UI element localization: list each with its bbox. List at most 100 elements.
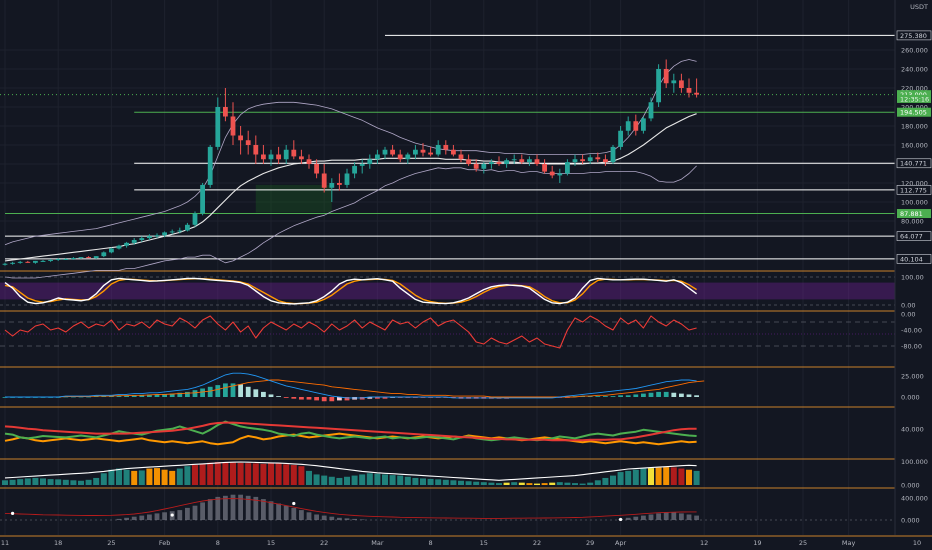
- oscillator-histogram-bar: [177, 510, 183, 520]
- macd-histogram-bar: [185, 391, 190, 397]
- macd-histogram-bar: [154, 394, 160, 397]
- macd-histogram-bar: [587, 396, 593, 397]
- candle-body: [169, 231, 175, 233]
- wavetrend-column: [579, 483, 586, 485]
- oscillator-histogram-bar: [154, 513, 160, 520]
- panel-separators: [0, 270, 932, 537]
- williams-line: [4, 315, 697, 349]
- macd-histogram-bar: [276, 396, 281, 397]
- dmi-adx-panel[interactable]: [4, 420, 697, 446]
- candle-body: [382, 149, 388, 155]
- wavetrend-panel[interactable]: [2, 461, 700, 485]
- candle-body: [2, 263, 8, 265]
- price-axis[interactable]: USDT 260.000 240.000 220.000 200.000 180.000…: [896, 3, 932, 525]
- price-panel[interactable]: [0, 34, 895, 279]
- wavetrend-column: [17, 479, 24, 485]
- macd-histogram-bar: [367, 397, 373, 399]
- wavetrend-column: [93, 477, 100, 485]
- williams-r-panel[interactable]: [0, 315, 895, 349]
- wavetrend-column: [549, 482, 556, 485]
- candle-body: [86, 257, 91, 259]
- price-scale-label: 112.775: [900, 186, 927, 194]
- adx-red-line: [4, 421, 697, 442]
- macd-histogram-bar: [291, 397, 297, 399]
- wavetrend-column: [648, 468, 654, 485]
- price-tick-label: 0.00: [901, 302, 915, 310]
- candle-body: [428, 152, 433, 155]
- time-axis-label: 15: [267, 539, 275, 547]
- candle-body: [215, 107, 221, 147]
- oscillator-histogram-bar: [131, 516, 137, 520]
- candle-body: [109, 248, 114, 253]
- wavetrend-column: [572, 483, 578, 485]
- time-axis-label: 11: [1, 539, 9, 547]
- wavetrend-column: [313, 474, 320, 485]
- candle-body: [527, 159, 532, 163]
- macd-histogram-bar: [253, 389, 259, 397]
- candle-body: [390, 149, 395, 155]
- macd-histogram-bar: [610, 396, 616, 397]
- oscillator-histogram-bar: [253, 496, 259, 520]
- candle-body: [116, 245, 122, 249]
- macd-histogram-bar: [215, 385, 221, 397]
- oscillator-histogram-bar: [283, 505, 289, 520]
- time-axis-label: 25: [799, 539, 807, 547]
- wavetrend-column: [625, 470, 632, 485]
- candle-body: [10, 262, 15, 264]
- price-tick-label: 220.000: [901, 85, 928, 93]
- macd-panel[interactable]: [2, 372, 705, 402]
- oscillator-marker: [292, 501, 296, 506]
- candle-body: [276, 154, 281, 160]
- macd-signal-line: [5, 379, 705, 398]
- wavetrend-column: [108, 469, 115, 485]
- wavetrend-column: [290, 465, 297, 485]
- candle-body: [177, 230, 183, 232]
- candle-body: [93, 256, 99, 259]
- oscillator-histogram-bar: [686, 514, 692, 520]
- price-tick-label: 200.000: [901, 104, 928, 112]
- macd-histogram-bar: [93, 396, 99, 397]
- wavetrend-column: [602, 477, 609, 485]
- wavetrend-column: [131, 470, 138, 485]
- candle-body: [268, 154, 274, 160]
- time-axis[interactable]: 11 18 25 Feb 8 15 22 Mar 8 15 22 29 Apr 12 19 25 May 10: [1, 539, 921, 547]
- candle-body: [359, 164, 365, 166]
- candle-body: [352, 165, 357, 174]
- oscillator-histogram-bar: [245, 495, 251, 520]
- wavetrend-column: [518, 482, 525, 485]
- candle-body: [375, 154, 380, 160]
- time-axis-label: 22: [533, 539, 541, 547]
- wavetrend-column: [230, 462, 236, 485]
- macd-histogram-bar: [283, 397, 289, 398]
- oscillator-histogram-bar: [679, 513, 684, 520]
- candle-body: [519, 159, 525, 163]
- oscillator-histogram-bar: [200, 502, 205, 520]
- candle-body: [451, 149, 456, 155]
- candle-body: [71, 258, 76, 260]
- macd-histogram-bar: [139, 394, 145, 397]
- currency-label: USDT: [910, 3, 928, 11]
- wavetrend-column: [192, 465, 198, 485]
- price-tick-label: 240.000: [901, 66, 928, 74]
- macd-histogram-bar: [337, 397, 342, 401]
- oscillator-histogram-bar: [329, 516, 335, 520]
- wavetrend-column: [663, 467, 670, 485]
- oscillator-panel[interactable]: [0, 494, 895, 522]
- time-axis-label: 12: [700, 539, 708, 547]
- wavetrend-column: [655, 467, 662, 485]
- candle-body: [466, 159, 471, 164]
- candle-body: [17, 261, 23, 263]
- oscillator-histogram-bar: [291, 507, 297, 520]
- macd-histogram-bar: [207, 386, 213, 397]
- wavetrend-column: [397, 475, 404, 485]
- candle-body: [489, 162, 494, 164]
- wavetrend-column: [458, 480, 464, 485]
- price-tick-label: 0.00: [901, 311, 915, 319]
- macd-histogram-bar: [321, 397, 327, 402]
- macd-histogram-bar: [382, 397, 388, 399]
- stochastic-rsi-panel[interactable]: [0, 276, 895, 306]
- price-tick-label: 80.000: [901, 218, 924, 226]
- wavetrend-column: [70, 480, 77, 485]
- candle-body: [542, 164, 547, 172]
